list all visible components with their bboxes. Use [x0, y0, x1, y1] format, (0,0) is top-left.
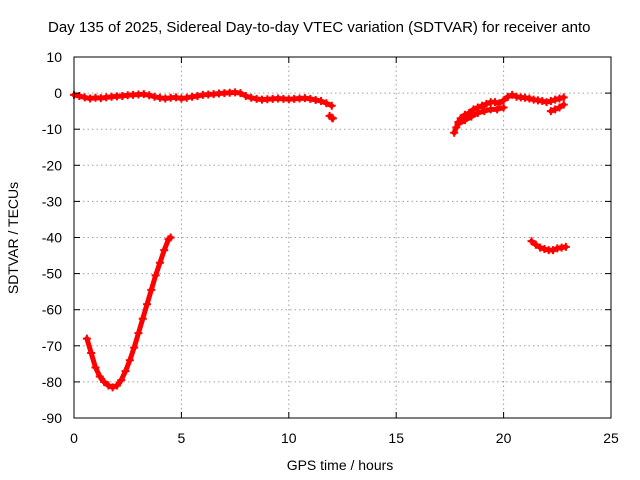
data-trace — [140, 301, 150, 322]
data-trace — [559, 244, 569, 251]
series-segment-3 — [450, 90, 568, 137]
data-trace — [494, 105, 507, 112]
data-trace — [556, 94, 567, 102]
x-tick-label: 20 — [496, 430, 512, 446]
chart-title: Day 135 of 2025, Sidereal Day-to-day VTE… — [48, 19, 590, 36]
data-trace — [323, 100, 335, 109]
grid-layer — [74, 57, 611, 418]
data-trace — [556, 102, 567, 111]
data-trace — [131, 330, 141, 351]
x-axis-label: GPS time / hours — [287, 457, 394, 473]
x-tick-label: 0 — [70, 430, 78, 446]
y-tick-label: -10 — [42, 121, 62, 137]
y-tick-label: -40 — [42, 230, 62, 246]
tick-layer: 0 5 10 15 20 25 10 0 -10 -20 -30 -40 -50 -60 -70 -80 -90 — [42, 49, 619, 446]
data-trace — [166, 235, 174, 242]
data-trace — [144, 287, 154, 307]
x-tick-label: 25 — [603, 430, 619, 446]
y-axis-label: SDTVAR / TECUs — [5, 182, 21, 294]
y-tick-label: -30 — [42, 193, 62, 209]
series-segment-3-tail — [546, 100, 568, 116]
series-segment-3-lower — [454, 103, 508, 128]
x-tick-label: 10 — [281, 430, 297, 446]
data-trace — [88, 350, 98, 370]
series-segment-2 — [82, 233, 175, 392]
y-tick-label: -80 — [42, 374, 62, 390]
y-tick-label: -70 — [42, 338, 62, 354]
y-tick-label: -20 — [42, 157, 62, 173]
data-trace — [148, 272, 159, 293]
plot-frame — [73, 56, 612, 419]
data-trace — [135, 316, 146, 336]
series-segment-1 — [70, 88, 336, 110]
x-tick-label: 15 — [388, 430, 404, 446]
data-trace — [329, 115, 336, 121]
y-tick-label: 10 — [46, 49, 62, 65]
x-tick-label: 5 — [178, 430, 186, 446]
series-segment-4 — [527, 237, 570, 255]
y-tick-label: -90 — [42, 410, 62, 426]
series-segment-1-tail — [325, 111, 337, 123]
y-tick-label: -50 — [42, 266, 62, 282]
data-layer — [70, 88, 570, 392]
y-tick-label: 0 — [54, 85, 62, 101]
y-tick-label: -60 — [42, 302, 62, 318]
data-trace — [84, 336, 94, 356]
